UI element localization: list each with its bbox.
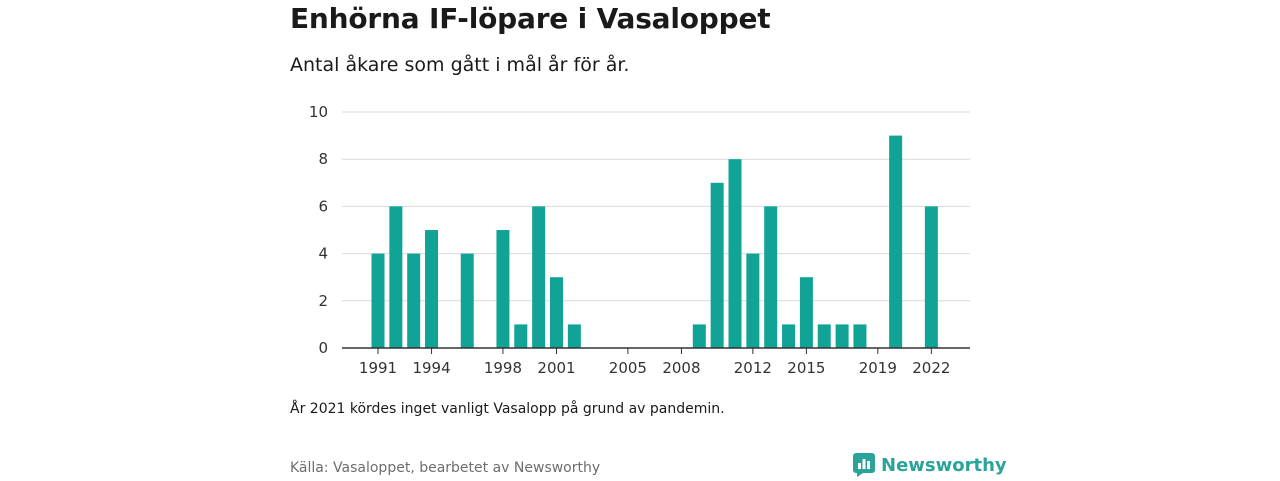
bar-2012 xyxy=(746,253,760,348)
bar-1999 xyxy=(514,324,528,348)
y-tick-label: 0 xyxy=(318,339,328,357)
bar-1991 xyxy=(371,253,385,348)
chart-note: År 2021 kördes inget vanligt Vasalopp på… xyxy=(290,401,725,417)
newsworthy-logo-icon xyxy=(853,453,875,477)
y-tick-label: 4 xyxy=(318,245,328,263)
bar-2010 xyxy=(710,182,724,348)
bar-2016 xyxy=(817,324,831,348)
bar-2014 xyxy=(782,324,796,348)
brand-name: Newsworthy xyxy=(881,454,1007,476)
newsworthy-brand: Newsworthy xyxy=(853,453,1007,477)
y-tick-label: 6 xyxy=(318,197,328,215)
x-tick-label: 2008 xyxy=(662,359,700,377)
x-tick-label: 1991 xyxy=(359,359,397,377)
bars xyxy=(371,135,938,348)
bar-2020 xyxy=(889,135,903,348)
x-tick-label: 1998 xyxy=(484,359,522,377)
bar-1994 xyxy=(425,230,439,348)
x-tick-label: 1994 xyxy=(412,359,450,377)
y-tick-label: 2 xyxy=(318,292,328,310)
bar-2009 xyxy=(692,324,706,348)
bar-2015 xyxy=(799,277,813,348)
x-tick-label: 2005 xyxy=(609,359,647,377)
bar-2018 xyxy=(853,324,867,348)
bar-1996 xyxy=(460,253,474,348)
chart-title: Enhörna IF-löpare i Vasaloppet xyxy=(290,2,771,35)
bar-1992 xyxy=(389,206,403,348)
bar-2013 xyxy=(764,206,778,348)
x-tick-label: 2012 xyxy=(734,359,772,377)
x-axis-ticks: 1991 1994 1998 2001 2005 2008 2012 2015 2019 2022 xyxy=(359,348,950,377)
x-tick-label: 2019 xyxy=(859,359,897,377)
bar-1993 xyxy=(407,253,421,348)
grid-lines xyxy=(342,111,970,302)
source-credit: Källa: Vasaloppet, bearbetet av Newswort… xyxy=(290,460,601,476)
x-tick-label: 2001 xyxy=(537,359,575,377)
bar-2002 xyxy=(567,324,581,348)
bar-2000 xyxy=(532,206,546,348)
bar-2017 xyxy=(835,324,849,348)
bar-1998 xyxy=(496,230,510,348)
bar-2022 xyxy=(924,206,938,348)
bar-2001 xyxy=(550,277,563,348)
y-tick-label: 8 xyxy=(318,150,328,168)
bar-2011 xyxy=(728,159,742,348)
x-tick-label: 2022 xyxy=(912,359,950,377)
bar-chart: 0 2 4 6 8 10 1991 1994 1998 2001 2005 2008 2012 2015… xyxy=(309,103,970,377)
x-tick-label: 2015 xyxy=(787,359,825,377)
y-axis-ticks: 0 2 4 6 8 10 xyxy=(309,103,328,357)
y-tick-label: 10 xyxy=(309,103,328,121)
chart-subtitle: Antal åkare som gått i mål år för år. xyxy=(290,54,630,76)
